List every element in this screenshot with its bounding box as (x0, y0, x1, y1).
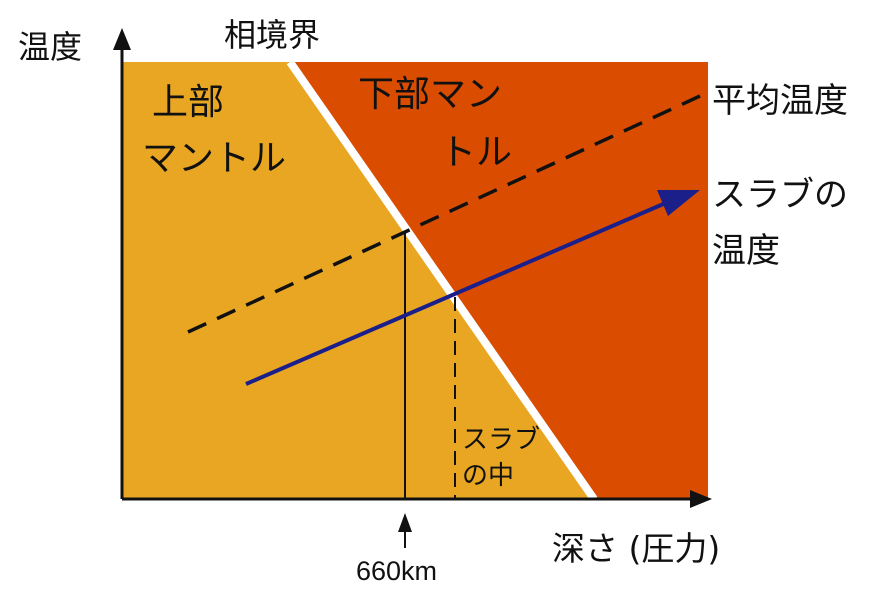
depth-660-pointer-arrowhead (398, 513, 412, 532)
slab-interior-label-line2: の中 (462, 461, 514, 491)
y-axis-label: 温度 (18, 28, 82, 66)
y-axis-arrowhead (113, 28, 131, 50)
slab-temperature-label-line1: スラブの (712, 175, 848, 215)
slab-temperature-arrowhead (657, 190, 700, 216)
lower-mantle-region (290, 62, 708, 499)
upper-mantle-label-line2: マントル (142, 138, 286, 179)
x-axis-label: 深さ (圧力) (552, 529, 720, 568)
lower-mantle-label-line1: 下部マン (358, 74, 502, 115)
x-axis-arrowhead (690, 490, 712, 508)
slab-temperature-line (245, 200, 669, 386)
phase-boundary-line (286, 59, 598, 502)
phase-boundary-label: 相境界 (224, 16, 320, 54)
lower-mantle-label-line2: トル (440, 132, 512, 173)
upper-mantle-region (122, 62, 594, 499)
slab-temperature-label-line2: 温度 (712, 231, 780, 271)
upper-mantle-label-line1: 上部 (152, 82, 224, 123)
depth-660-label: 660km (356, 556, 437, 586)
slab-interior-label-line1: スラブ (462, 425, 540, 455)
average-temperature-label: 平均温度 (712, 81, 848, 121)
